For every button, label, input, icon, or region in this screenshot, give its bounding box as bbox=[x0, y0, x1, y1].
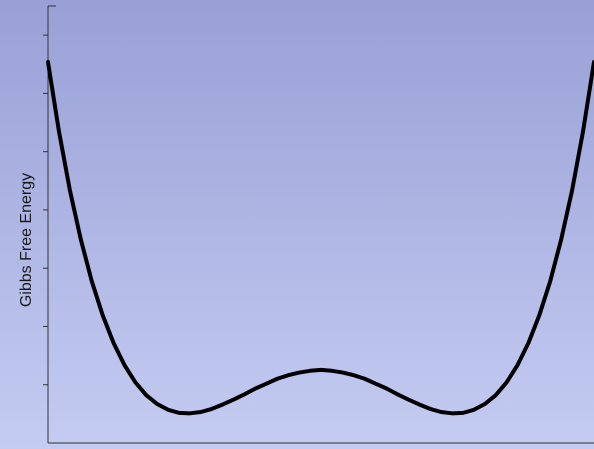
y-axis-ticks bbox=[43, 34, 48, 386]
y-axis-label: Gibbs Free Energy bbox=[18, 173, 35, 307]
axes bbox=[47, 5, 594, 444]
gibbs-curve bbox=[46, 60, 594, 416]
